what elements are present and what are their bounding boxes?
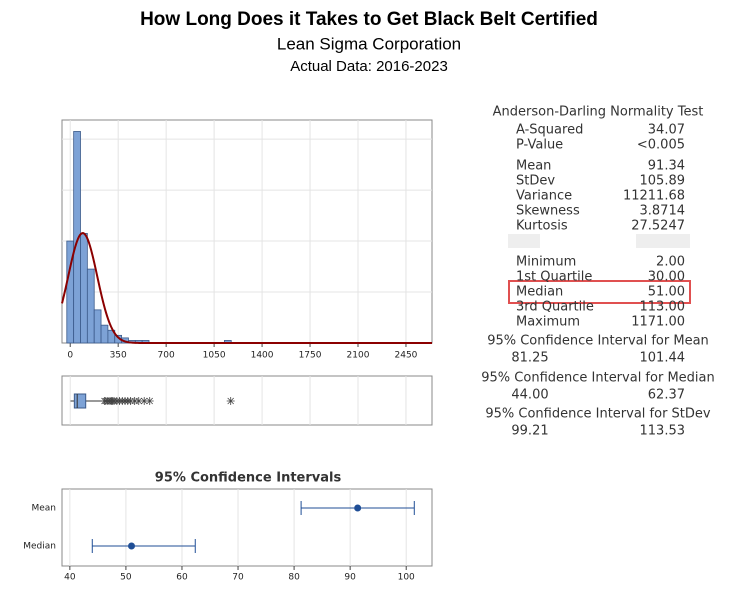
stat-value: 30.00 — [648, 270, 685, 285]
interval-low: 44.00 — [511, 388, 548, 403]
stat-value: <0.005 — [637, 138, 685, 153]
x-tick-label: 70 — [232, 573, 244, 583]
interval-title: 95% Confidence Interval for Mean — [487, 334, 709, 349]
stat-name: Kurtosis — [516, 219, 568, 234]
stat-value: 34.07 — [648, 123, 685, 138]
outlier — [140, 397, 149, 405]
boxplot-frame — [61, 375, 433, 426]
stat-value: 1171.00 — [631, 315, 685, 330]
interval-low: 81.25 — [511, 351, 548, 366]
histogram-bar — [100, 324, 109, 344]
category-label: Mean — [31, 504, 56, 514]
outlier — [226, 397, 235, 405]
x-tick-label: 2450 — [395, 351, 418, 361]
chart-title: 95% Confidence Intervals — [155, 471, 342, 486]
outlier — [126, 397, 135, 405]
period: Actual Data: 2016-2023 — [290, 58, 448, 75]
redacted — [508, 234, 540, 248]
x-tick-label: 60 — [176, 573, 188, 583]
x-tick-label: 80 — [288, 573, 300, 583]
outlier — [130, 397, 139, 405]
stat-value: 2.00 — [656, 255, 685, 270]
interval-high: 113.53 — [640, 424, 686, 439]
stat-name: P-Value — [516, 138, 563, 153]
category-label: Median — [23, 542, 56, 552]
stat-value: 27.5247 — [631, 219, 685, 234]
stat-name: 1st Quartile — [516, 270, 592, 285]
stat-name: Minimum — [516, 255, 576, 270]
stat-name: Skewness — [516, 204, 580, 219]
x-tick-label: 40 — [64, 573, 76, 583]
x-tick-label: 100 — [398, 573, 415, 583]
subtitle: Lean Sigma Corporation — [277, 34, 461, 53]
x-tick-label: 700 — [158, 351, 175, 361]
x-tick-label: 1400 — [251, 351, 274, 361]
interval-frame — [61, 488, 433, 567]
histogram-frame — [61, 119, 433, 344]
stat-value: 113.00 — [640, 300, 686, 315]
stat-name: Mean — [516, 159, 551, 174]
stat-name: 3rd Quartile — [516, 300, 594, 315]
stat-name: Median — [516, 285, 563, 300]
histogram-bar — [93, 309, 102, 344]
stat-value: 51.00 — [648, 285, 685, 300]
stat-value: 91.34 — [648, 159, 685, 174]
interval-high: 101.44 — [640, 351, 686, 366]
stat-value: 105.89 — [640, 174, 686, 189]
interval-title: 95% Confidence Interval for Median — [481, 371, 714, 386]
interval-title: 95% Confidence Interval for StDev — [485, 407, 711, 422]
x-tick-label: 2100 — [347, 351, 370, 361]
title: How Long Does it Takes to Get Black Belt… — [140, 9, 598, 30]
x-tick-label: 50 — [120, 573, 132, 583]
stat-name: Variance — [516, 189, 572, 204]
x-tick-label: 350 — [110, 351, 127, 361]
box — [73, 393, 87, 409]
stat-name: Maximum — [516, 315, 580, 330]
outlier — [145, 397, 154, 405]
interval-high: 62.37 — [648, 388, 685, 403]
histogram-bar — [86, 268, 95, 344]
summary-title: Anderson-Darling Normality Test — [493, 105, 704, 120]
stat-name: A-Squared — [516, 123, 583, 138]
estimate-point — [354, 504, 362, 512]
x-tick-label: 1050 — [203, 351, 226, 361]
estimate-point — [128, 542, 136, 550]
x-tick-label: 1750 — [299, 351, 322, 361]
histogram-bar — [80, 233, 88, 344]
stat-value: 11211.68 — [623, 189, 685, 204]
outlier — [134, 397, 143, 405]
x-tick-label: 90 — [344, 573, 356, 583]
highlight-box — [508, 280, 691, 304]
stat-value: 3.8714 — [640, 204, 686, 219]
x-tick-label: 0 — [67, 351, 73, 361]
interval-low: 99.21 — [511, 424, 548, 439]
normal-fit-curve — [61, 232, 432, 344]
stat-name: StDev — [516, 174, 555, 189]
redacted — [636, 234, 690, 248]
